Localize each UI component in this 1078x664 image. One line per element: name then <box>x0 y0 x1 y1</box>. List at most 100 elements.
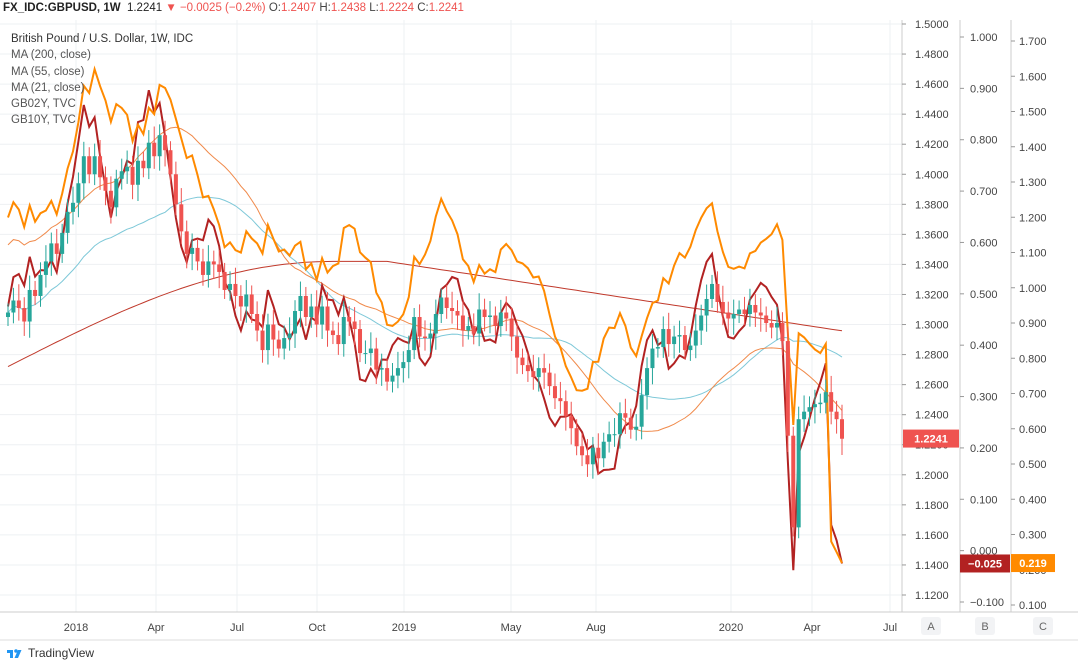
candle-body <box>423 336 427 339</box>
legend-item-ma200[interactable]: MA (200, close) <box>11 49 91 62</box>
legend-item-gb02y[interactable]: GB02Y, TVC <box>11 98 76 111</box>
candle-body <box>114 178 119 208</box>
candle-body <box>184 231 189 254</box>
candle-body <box>76 183 81 203</box>
candle-body <box>352 321 357 330</box>
candle-body <box>791 435 796 528</box>
candle-body <box>320 306 325 325</box>
gb02y-tick-label: −0.100 <box>970 597 1004 609</box>
candle-body <box>33 289 38 296</box>
candle-body <box>661 329 666 348</box>
footer: TradingView <box>6 646 94 660</box>
gb10y-tick-label: 1.100 <box>1019 248 1047 260</box>
open-label: O: <box>268 2 281 14</box>
candle-body <box>363 353 368 355</box>
candle-body <box>412 317 417 351</box>
gb10y-tick-label: 1.000 <box>1019 283 1047 295</box>
price-tick-label: 1.3200 <box>915 289 949 301</box>
candle-body <box>747 304 752 315</box>
gb02y-axis-letter: B <box>981 621 988 633</box>
price-tick-label: 1.2400 <box>915 410 949 422</box>
candle-body <box>823 392 828 403</box>
candle-body <box>531 371 536 378</box>
candle-body <box>504 312 509 319</box>
candle-body <box>547 372 552 387</box>
price-tick-label: 1.1200 <box>915 590 949 602</box>
gb10y-tick-label: 1.300 <box>1019 177 1047 189</box>
down-arrow-icon: ▼ <box>165 2 177 14</box>
gb02y-tick-label: 0.800 <box>970 135 998 147</box>
candle-body <box>834 411 839 420</box>
candle-body <box>195 247 200 262</box>
legend-item-ma21[interactable]: MA (21, close) <box>11 81 85 94</box>
gb02y-tick-label: 0.300 <box>970 392 998 404</box>
candle-body <box>401 362 406 369</box>
price-tick-label: 1.3800 <box>915 199 949 211</box>
gb10y-tick-label: 1.700 <box>1019 36 1047 48</box>
x-tick-label: 2018 <box>64 622 88 634</box>
candle-body <box>677 335 682 337</box>
legend-title[interactable]: British Pound / U.S. Dollar, 1W, IDC <box>11 33 194 45</box>
candle-body <box>520 357 525 366</box>
high-label: H: <box>319 2 331 14</box>
gb10y-last-label: 0.219 <box>1019 558 1047 570</box>
candle-body <box>617 413 622 435</box>
candle-body <box>6 312 10 318</box>
candle-body <box>607 434 612 442</box>
gb10y-tick-label: 0.600 <box>1019 424 1047 436</box>
candle-body <box>157 135 162 157</box>
candle-body <box>715 283 720 302</box>
candle-body <box>11 300 16 313</box>
candle-body <box>60 232 65 254</box>
symbol-label[interactable]: FX_IDC:GBPUSD, 1W <box>3 2 121 14</box>
candle-body <box>211 261 216 265</box>
legend-item-ma55[interactable]: MA (55, close) <box>11 65 85 78</box>
grid-lines <box>0 20 902 612</box>
price-tick-label: 1.1800 <box>915 500 949 512</box>
candle-body <box>347 317 352 322</box>
candle-body <box>103 177 108 191</box>
candle-body <box>130 166 135 185</box>
legend-item-gb10y[interactable]: GB10Y, TVC <box>11 114 76 127</box>
candle-body <box>119 171 124 179</box>
candle-body <box>753 304 758 313</box>
gb10y-tick-label: 0.500 <box>1019 459 1047 471</box>
candle-body <box>303 295 308 318</box>
candle-body <box>374 348 379 370</box>
x-tick-label: 2020 <box>719 622 743 634</box>
gb02y-tick-label: 1.000 <box>970 32 998 44</box>
candle-body <box>477 309 482 334</box>
gb10y-path <box>7 65 843 564</box>
x-tick-label: Aug <box>586 622 606 634</box>
gb02y-tick-label: 0.200 <box>970 443 998 455</box>
candle-body <box>70 202 75 212</box>
price-tick-label: 1.2600 <box>915 380 949 392</box>
brand-label[interactable]: TradingView <box>28 646 95 660</box>
candle-body <box>260 330 265 351</box>
candle-body <box>217 264 222 272</box>
gb02y-tick-label: 0.500 <box>970 289 998 301</box>
candle-body <box>758 312 763 316</box>
candle-body <box>455 311 460 316</box>
gb10y-tick-label: 0.400 <box>1019 494 1047 506</box>
gb10y-tick-label: 0.800 <box>1019 353 1047 365</box>
candle-body <box>282 338 287 349</box>
candle-body <box>775 323 780 328</box>
price-axis-letter-bg <box>921 617 941 635</box>
candle-body <box>666 329 671 345</box>
tradingview-logo-icon[interactable] <box>6 647 22 659</box>
gb10y-tick-label: 1.400 <box>1019 142 1047 154</box>
candle-body <box>244 294 249 307</box>
low-label: L: <box>369 2 379 14</box>
candle-body <box>672 336 677 345</box>
candlestick-series <box>6 120 844 539</box>
candle-body <box>206 261 211 275</box>
candle-body <box>569 416 574 429</box>
candle-body <box>509 318 514 337</box>
candle-body <box>336 335 341 345</box>
candle-body <box>81 156 86 184</box>
gb02y-tick-label: 0.900 <box>970 83 998 95</box>
candle-body <box>287 333 292 339</box>
candle-body <box>368 348 373 354</box>
candle-body <box>639 395 644 427</box>
